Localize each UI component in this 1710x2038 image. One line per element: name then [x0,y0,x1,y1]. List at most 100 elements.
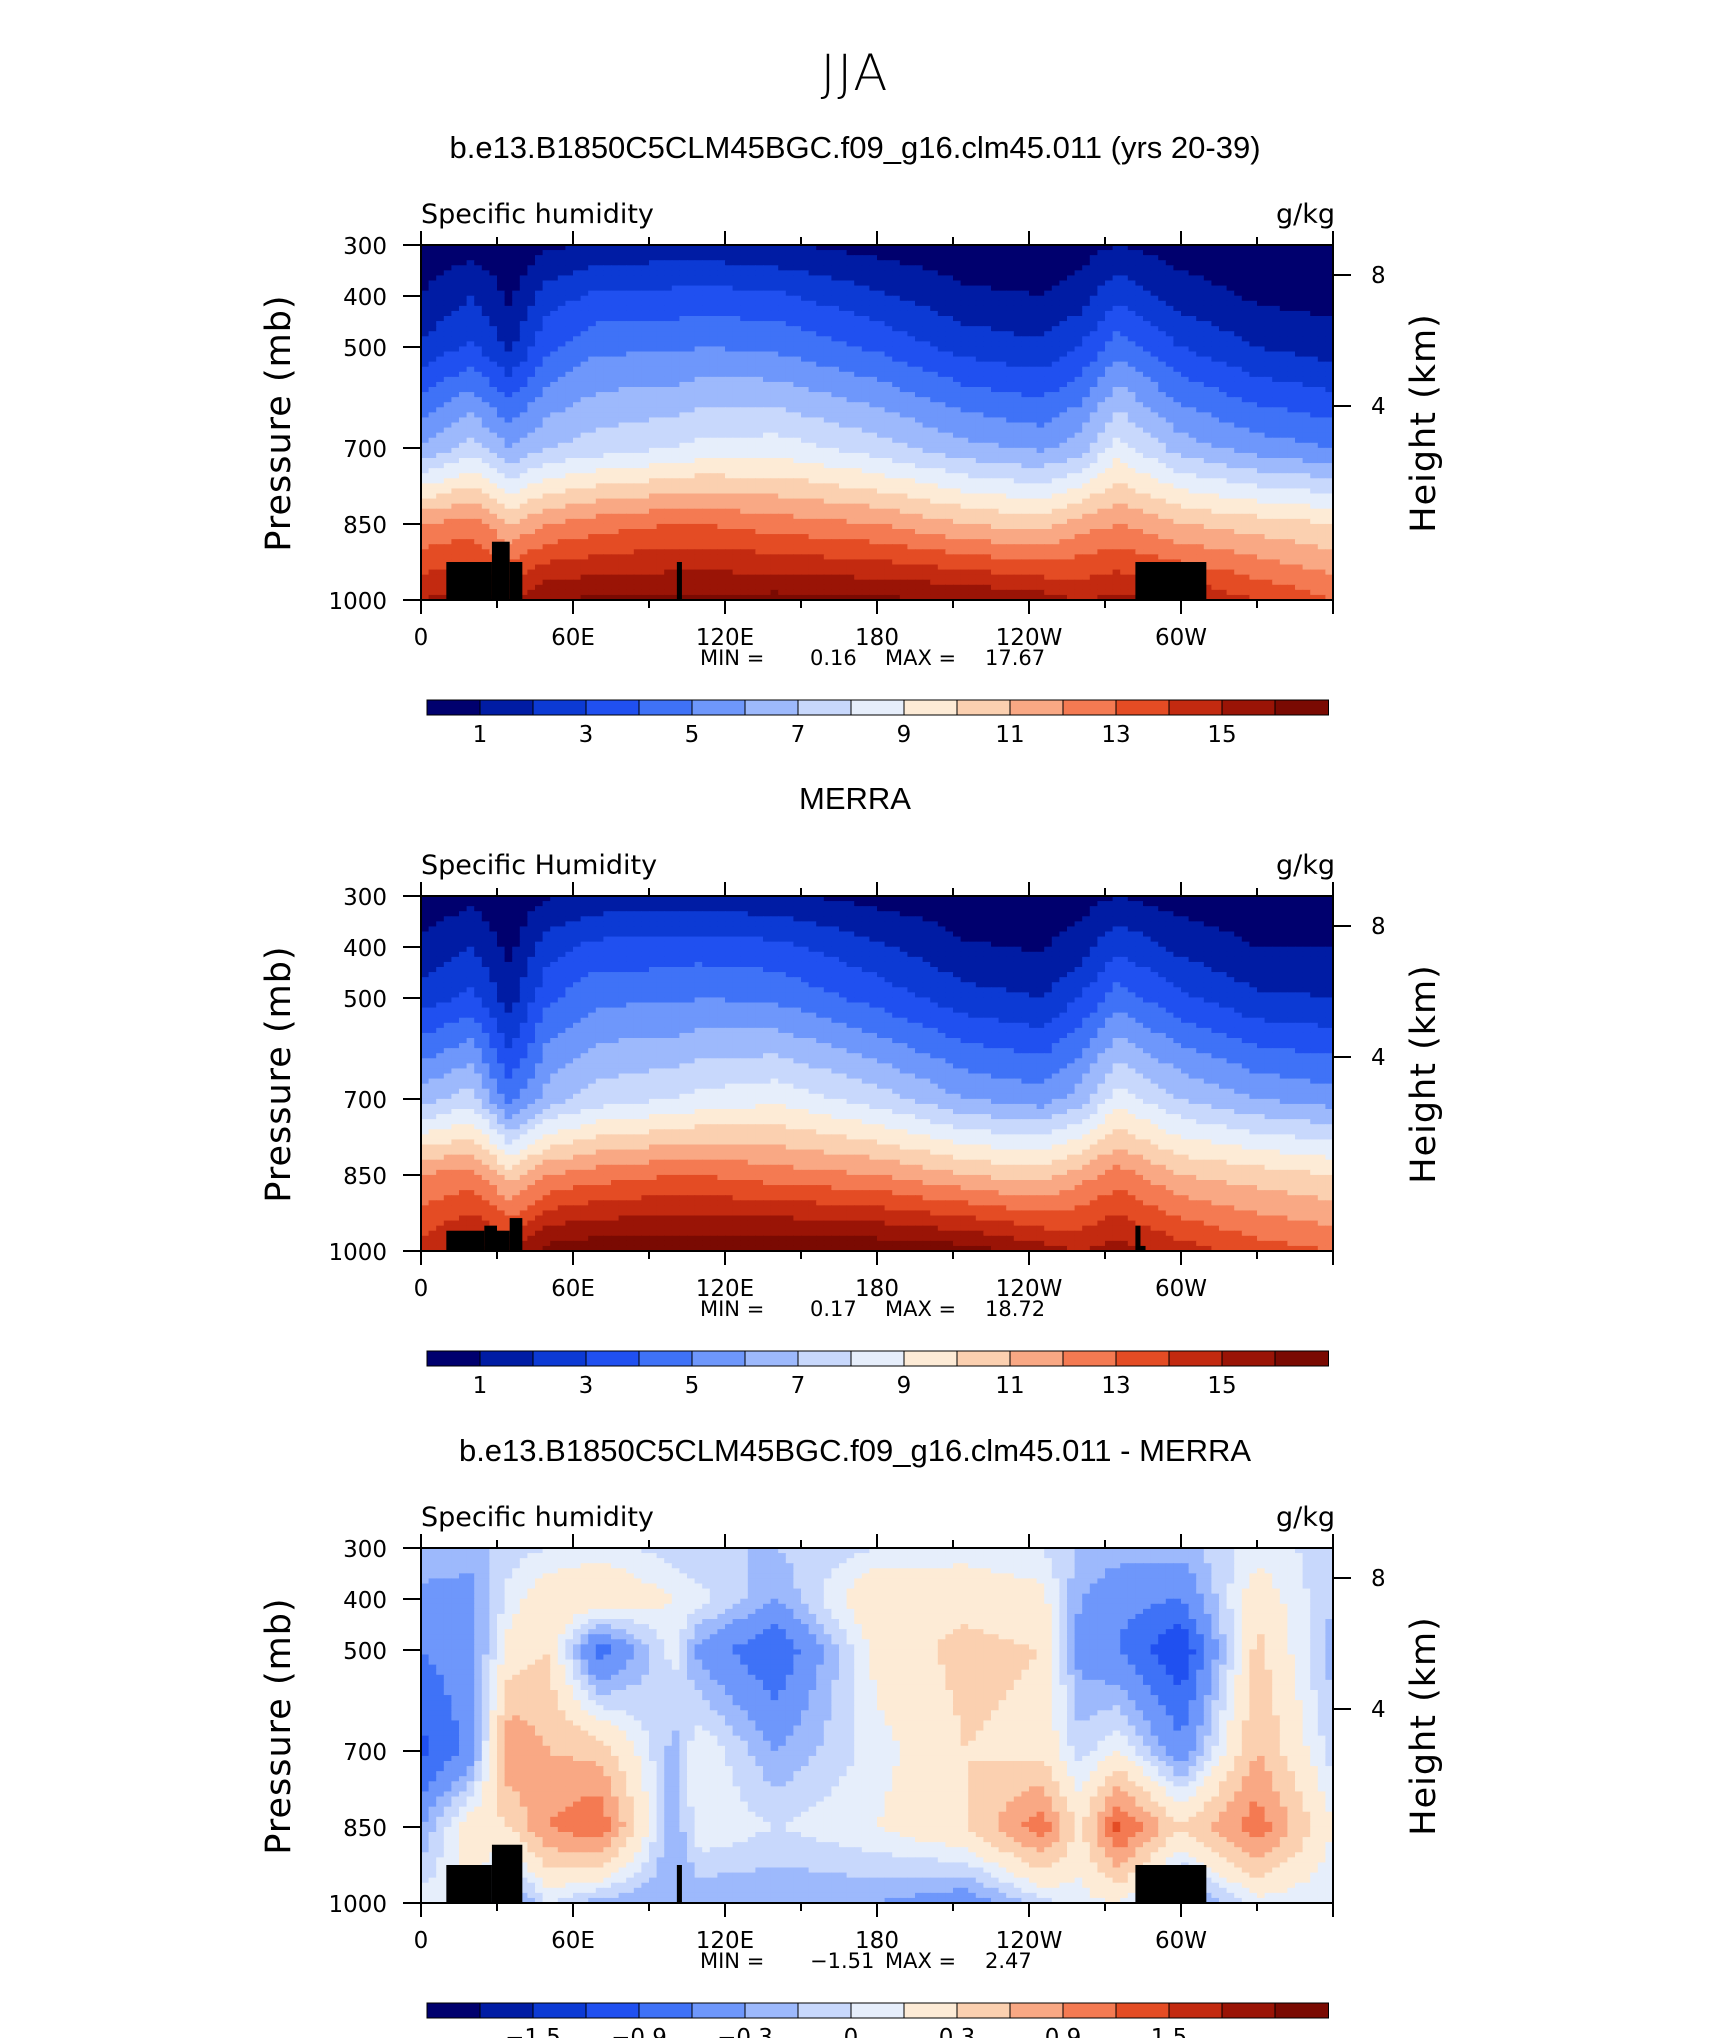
heatmap-cell [808,275,817,282]
heatmap-cell [1112,387,1121,393]
heatmap-cell [808,341,817,348]
heatmap-cell [694,331,703,337]
heatmap-cell [816,336,825,342]
heatmap-cell [664,371,673,378]
heatmap-cell [1150,366,1159,373]
heatmap-cell [474,326,483,332]
heatmap-cell [694,321,703,327]
heatmap-cell [930,336,939,342]
heatmap-cell [1127,265,1136,271]
heatmap-cell [740,422,749,429]
heatmap-cell [550,417,559,424]
heatmap-cell [580,290,589,297]
heatmap-cell [1211,255,1220,261]
heatmap-cell [846,285,855,292]
heatmap-cell [709,341,718,348]
heatmap-cell [1257,402,1266,408]
heatmap-cell [877,316,886,322]
heatmap-cell [747,412,756,419]
heatmap-cell [1302,437,1311,444]
heatmap-cell [1143,295,1152,302]
heatmap-cell [1203,442,1212,449]
heatmap-cell [725,381,734,388]
heatmap-cell [1067,346,1076,353]
heatmap-cell [983,275,992,282]
heatmap-cell [1006,407,1015,413]
heatmap-cell [542,285,551,292]
heatmap-cell [1021,341,1030,348]
heatmap-cell [421,321,430,327]
heatmap-cell [937,397,946,403]
heatmap-cell [626,295,635,302]
heatmap-cell [1074,336,1083,342]
heatmap-cell [1279,356,1288,363]
heatmap-cell [633,300,642,307]
heatmap-cell [968,427,977,434]
heatmap-cell [945,255,954,261]
heatmap-cell [1150,275,1159,282]
heatmap-cell [1181,275,1190,282]
heatmap-cell [436,260,445,266]
heatmap-cell [1264,402,1273,408]
heatmap-cell [519,361,528,368]
heatmap-cell [930,452,939,459]
heatmap-cell [542,452,551,459]
heatmap-cell [907,432,916,439]
heatmap-cell [611,447,620,454]
heatmap-cell [1325,285,1333,292]
heatmap-cell [1150,407,1159,413]
heatmap-cell [557,260,566,266]
heatmap-cell [793,255,802,261]
heatmap-cell [823,265,832,271]
heatmap-cell [489,346,498,353]
heatmap-cell [1272,265,1281,271]
heatmap-cell [1127,260,1136,266]
heatmap-cell [1089,336,1098,342]
heatmap-cell [512,285,521,292]
heatmap-cell [1188,270,1197,277]
heatmap-cell [474,346,483,353]
heatmap-cell [892,447,901,454]
heatmap-cell [717,417,726,424]
heatmap-cell [421,407,430,413]
heatmap-cell [1097,300,1106,307]
heatmap-cell [823,300,832,307]
heatmap-cell [801,376,810,383]
heatmap-cell [550,366,559,373]
heatmap-cell [687,387,696,393]
heatmap-cell [1089,387,1098,393]
heatmap-cell [603,361,612,368]
heatmap-cell [1295,376,1304,383]
heatmap-cell [1082,280,1091,287]
heatmap-cell [725,260,734,266]
heatmap-cell [1234,305,1243,312]
heatmap-cell [1036,442,1045,449]
heatmap-cell [671,270,680,277]
heatmap-cell [527,285,536,292]
heatmap-cell [915,346,924,353]
heatmap-cell [983,310,992,317]
heatmap-cell [1120,346,1129,353]
heatmap-cell [1013,366,1022,373]
heatmap-cell [649,255,658,261]
heatmap-cell [732,290,741,297]
heatmap-cell [983,447,992,454]
heatmap-cell [664,437,673,444]
heatmap-cell [436,392,445,398]
heatmap-cell [626,310,635,317]
heatmap-cell [428,260,437,266]
heatmap-cell [1226,341,1235,348]
heatmap-cell [937,295,946,302]
heatmap-cell [535,341,544,348]
heatmap-cell [1264,427,1273,434]
heatmap-cell [641,270,650,277]
heatmap-cell [839,300,848,307]
heatmap-cell [618,376,627,383]
heatmap-cell [702,387,711,393]
heatmap-cell [740,326,749,332]
heatmap-cell [892,417,901,424]
heatmap-cell [725,305,734,312]
heatmap-cell [945,305,954,312]
heatmap-cell [428,427,437,434]
heatmap-cell [717,366,726,373]
